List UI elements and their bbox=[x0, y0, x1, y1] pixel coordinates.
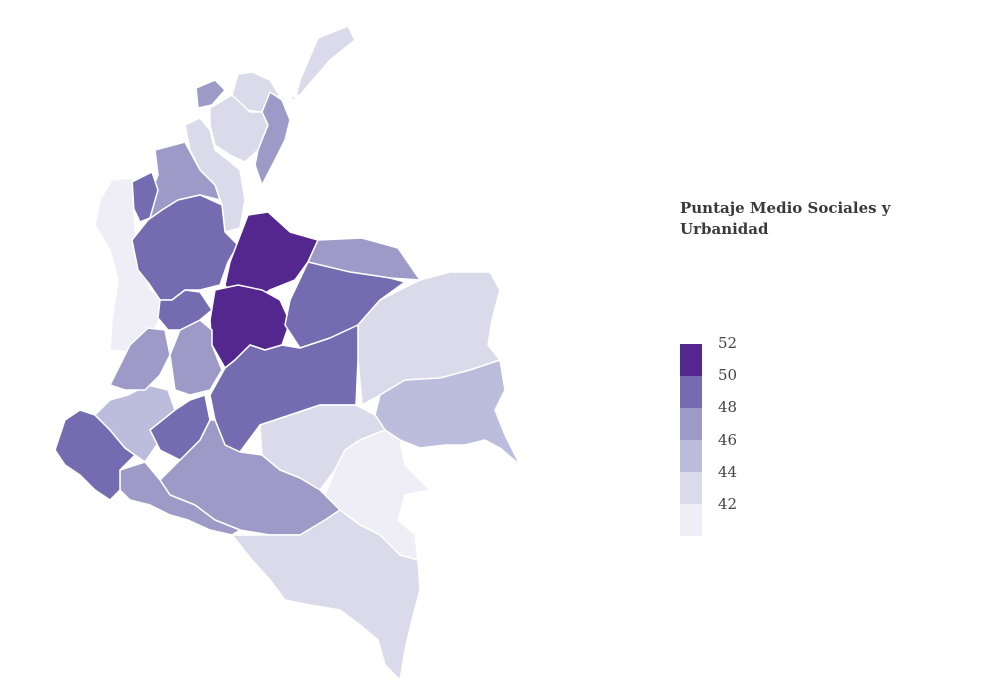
legend-tick-46: 46 bbox=[718, 431, 738, 449]
region-atlantico-west bbox=[195, 79, 226, 109]
region-meta bbox=[209, 324, 359, 453]
region-putumayo bbox=[119, 461, 241, 536]
region-north-caribbean bbox=[231, 25, 356, 113]
region-huila bbox=[149, 394, 211, 461]
region-narino bbox=[54, 409, 136, 501]
legend-swatch-44 bbox=[680, 472, 702, 504]
legend-swatch-42 bbox=[680, 504, 702, 536]
region-valle bbox=[109, 327, 171, 391]
legend-title: Puntaje Medio Sociales y Urbanidad bbox=[680, 199, 891, 238]
color-legend: Puntaje Medio Sociales y Urbanidad 52 50… bbox=[680, 198, 920, 536]
legend-scale: 52 50 48 46 44 42 bbox=[680, 266, 920, 536]
region-cesar bbox=[254, 91, 291, 186]
legend-swatch-48 bbox=[680, 408, 702, 440]
region-antioquia bbox=[131, 194, 239, 301]
region-eje-cafetero bbox=[157, 289, 213, 331]
region-santander bbox=[224, 211, 319, 303]
legend-tick-52: 52 bbox=[718, 334, 738, 352]
legend-tick-44: 44 bbox=[718, 463, 738, 481]
legend-tick-50: 50 bbox=[718, 366, 738, 384]
legend-tick-42: 42 bbox=[718, 495, 738, 513]
legend-swatch-52 bbox=[680, 344, 702, 376]
region-amazonas bbox=[231, 509, 421, 681]
legend-swatch-46 bbox=[680, 440, 702, 472]
legend-swatch-50 bbox=[680, 376, 702, 408]
legend-tick-48: 48 bbox=[718, 398, 738, 416]
